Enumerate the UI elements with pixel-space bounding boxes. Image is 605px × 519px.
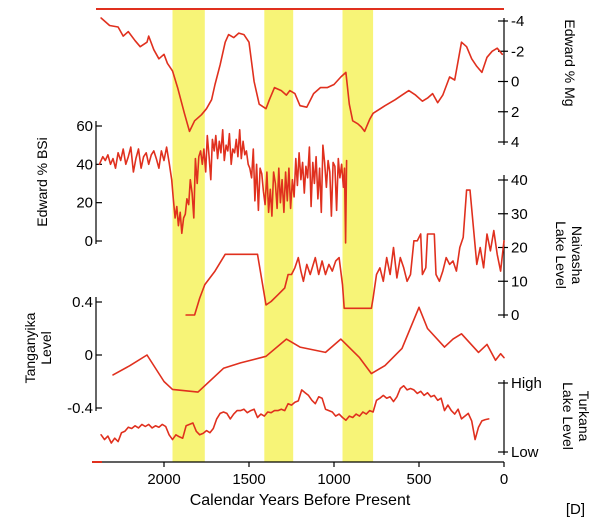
x-tick-label: 2000	[147, 471, 180, 488]
x-tick-label: 500	[406, 471, 431, 488]
y-tick-label: -2	[511, 43, 524, 60]
y-tick-label: 40	[511, 172, 528, 189]
y-tick-label: 20	[511, 240, 528, 257]
axis-title: TanganyikaLevel	[22, 312, 54, 383]
y-tick-label: 20	[76, 195, 93, 212]
panel-4: 0.4 0 -0.4	[67, 294, 505, 417]
y-tick-label: 0	[511, 74, 519, 91]
figure-label: [D]	[566, 501, 585, 518]
y-tick-label: 60	[76, 118, 93, 135]
series-line	[185, 189, 505, 316]
panel-5: High Low	[100, 375, 542, 461]
y-tick-label: 0	[85, 347, 93, 364]
y-tick-label: 0.4	[72, 294, 93, 311]
y-tick-label: 2	[511, 104, 519, 121]
chart-frame	[92, 8, 504, 463]
x-axis-label: Calendar Years Before Present	[190, 492, 411, 509]
axis-title: Edward % Mg	[562, 19, 578, 106]
axis-title: NaivashaLake Level	[553, 221, 585, 289]
y-tick-label: -4	[511, 13, 524, 30]
series-line	[112, 306, 505, 393]
highlight-band-2	[264, 9, 294, 462]
y-tick-label: 30	[511, 206, 528, 223]
highlight-bands	[172, 9, 374, 462]
y-tick-label: 4	[511, 134, 519, 151]
y-tick-label: 10	[511, 273, 528, 290]
panel-2: 60 40 20 0	[76, 118, 348, 250]
series-line	[100, 385, 490, 444]
series-line	[100, 17, 504, 133]
x-tick-label: 1000	[317, 471, 350, 488]
y-tick-label: 40	[76, 156, 93, 173]
series-line	[98, 129, 348, 244]
y-tick-label: 0	[511, 307, 519, 324]
x-tick-label: 0	[500, 471, 508, 488]
x-tick-label: 1500	[232, 471, 265, 488]
y-tick-label: High	[511, 375, 542, 392]
panels: -4 -2 0 2 4 60 40 20 0 40 30 20 10 0 0.4 0 -0.4 High Low Ed…	[22, 13, 592, 461]
y-tick-label: -0.4	[67, 400, 93, 417]
axis-title: Edward % BSi	[34, 137, 50, 226]
y-tick-label: 0	[85, 233, 93, 250]
axis-title: TurkanaLake Level	[560, 382, 592, 450]
y-tick-label: Low	[511, 444, 539, 461]
x-axis: 2000 1500 1000 500 0	[147, 462, 508, 488]
panel-3: 40 30 20 10 0	[185, 172, 528, 324]
panel-1: -4 -2 0 2 4	[100, 13, 524, 151]
highlight-band-1	[172, 9, 205, 462]
